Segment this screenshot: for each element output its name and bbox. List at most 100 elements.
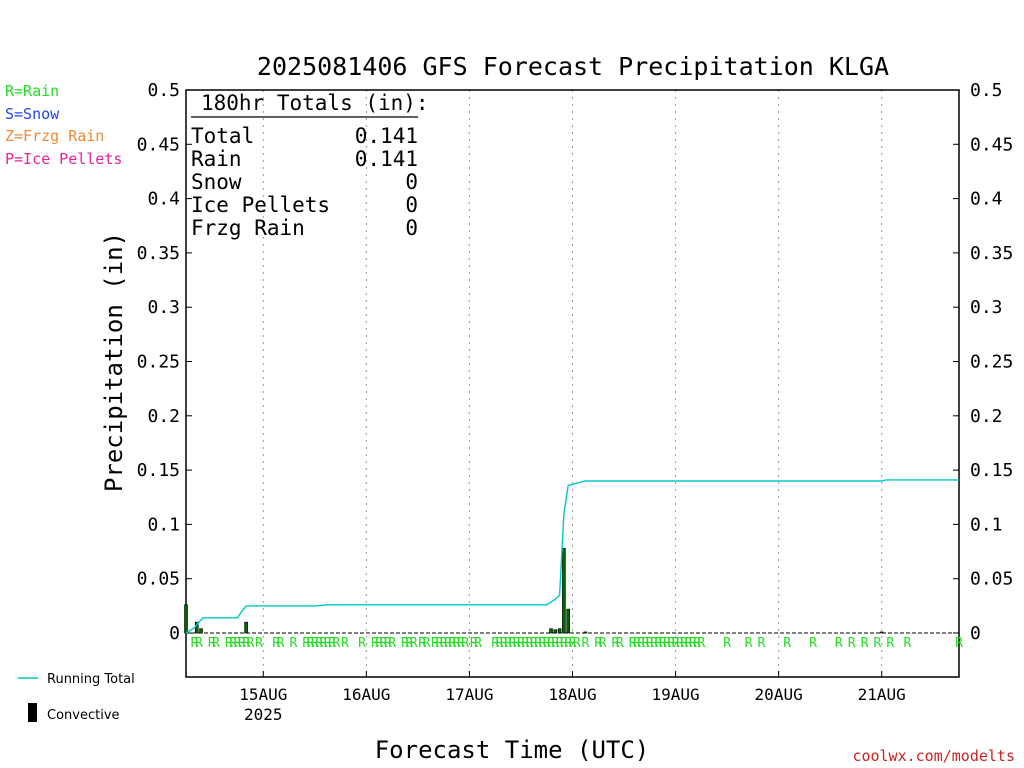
ptype-marker-rain: R [191, 636, 199, 651]
y-tick-label-left: 0.25 [137, 352, 180, 373]
ptype-marker-rain: R [809, 636, 817, 651]
ptype-marker-rain: R [697, 636, 705, 651]
ptype-marker-rain: R [659, 636, 667, 651]
convective-bar [184, 604, 188, 634]
x-tick-label: 20AUG [755, 685, 803, 704]
ptype-marker-rain: R [388, 636, 396, 651]
ptype-marker-rain: R [461, 636, 469, 651]
ptype-marker-rain: R [229, 636, 237, 651]
ptype-marker-rain: R [560, 636, 568, 651]
running-total-line [185, 479, 959, 634]
ptype-marker-rain: R [758, 636, 766, 651]
x-tick-label: 19AUG [651, 685, 699, 704]
convective-bar [557, 628, 562, 634]
ptype-marker-rain: R [341, 636, 349, 651]
legend-ice-pellets: P=Ice Pellets [5, 150, 122, 168]
ptype-marker-rain: R [637, 636, 645, 651]
ptype-marker-rain: R [676, 636, 684, 651]
ptype-marker-rain: R [650, 636, 658, 651]
grid [262, 90, 883, 677]
ptype-marker-rain: R [573, 636, 581, 651]
ptype-marker-rain: R [431, 636, 439, 651]
y-tick-label-right: 0.3 [970, 297, 1003, 318]
y-tick-label-left: 0.45 [137, 134, 180, 155]
totals-row-label: Frzg Rain [191, 216, 305, 240]
x-tick-label: 15AUG [239, 685, 287, 704]
y-tick-label-right: 0.1 [970, 514, 1003, 535]
ptype-marker-rain: R [212, 636, 220, 651]
y-tick-label-left: 0.5 [147, 80, 180, 101]
ptype-marker-rain: R [848, 636, 856, 651]
ptype-marker-rain: R [599, 636, 607, 651]
x-tick-label: 17AUG [445, 685, 493, 704]
ptype-marker-rain: R [315, 636, 323, 651]
y-tick-label-left: 0.15 [137, 460, 180, 481]
ptype-marker-rain: R [646, 636, 654, 651]
y-axis-ticks: 0 00.05 0.050.1 0.10.15 0.150.2 0.20.25 0.250.… [137, 80, 1014, 644]
totals-row-value: 0.141 [355, 124, 418, 148]
ptype-marker-rain: R [955, 636, 963, 651]
ptype-marker-rain: R [440, 636, 448, 651]
ptype-marker-rain: R [307, 636, 315, 651]
ptype-marker-rain: R [423, 636, 431, 651]
ptype-marker-rain: R [629, 636, 637, 651]
y-tick-label-right: 0 [970, 623, 981, 644]
ptype-marker-rain: R [195, 636, 203, 651]
running-total-series [185, 479, 959, 634]
ptype-marker-rain: R [680, 636, 688, 651]
ptype-marker-rain: R [654, 636, 662, 651]
ptype-marker-rain: R [247, 636, 255, 651]
totals-box: 180hr Totals (in): Total 0.141 Rain 0.141 Sn… [191, 91, 429, 240]
ptype-marker-rain: R [234, 636, 242, 651]
ptype-marker-rain: R [418, 636, 426, 651]
convective-bar [562, 547, 566, 634]
chart-title: 2025081406 GFS Forecast Precipitation KL… [257, 52, 889, 81]
ptype-marker-rain: R [289, 636, 297, 651]
ptype-marker-rain: R [642, 636, 650, 651]
y-tick-label-left: 0.05 [137, 569, 180, 590]
ptype-marker-rain: R [513, 636, 521, 651]
y-tick-label-right: 0.5 [970, 80, 1003, 101]
y-tick-label-left: 0.1 [147, 514, 180, 535]
convective-bar [566, 608, 571, 634]
y-tick-label-left: 0.2 [147, 406, 180, 427]
y-tick-label-right: 0.45 [970, 134, 1013, 155]
ptype-marker-rain: R [861, 636, 869, 651]
y-tick-label-left: 0.35 [137, 243, 180, 264]
ptype-marker-rain: R [238, 636, 246, 651]
ptype-marker-rain: R [242, 636, 250, 651]
ptype-marker-rain: R [783, 636, 791, 651]
ptype-marker-rain: R [474, 636, 482, 651]
convective-legend-label: Convective [47, 708, 120, 723]
legend-frzg-rain: Z=Frzg Rain [5, 127, 104, 145]
convective-bar [199, 628, 203, 634]
convective-bar [583, 631, 588, 634]
totals-row-label: Ice Pellets [191, 193, 330, 217]
ptype-marker-rain: R [302, 636, 310, 651]
ptype-marker-rain: R [672, 636, 680, 651]
totals-heading: 180hr Totals (in): [201, 91, 429, 115]
x-tick-label: 21AUG [858, 685, 906, 704]
x-axis-label: Forecast Time (UTC) [375, 736, 650, 764]
y-tick-label-right: 0.2 [970, 406, 1003, 427]
ptype-marker-rain: R [324, 636, 332, 651]
ptype-marker-rain: R [886, 636, 894, 651]
totals-row-label: Snow [191, 170, 242, 194]
ptype-marker-rain: R [500, 636, 508, 651]
y-tick-label-left: 0 [169, 623, 180, 644]
ptype-legend: R=Rain S=Snow Z=Frzg Rain P=Ice Pellets [5, 82, 122, 168]
ptype-marker-rain: R [633, 636, 641, 651]
ptype-marker-rain: R [470, 636, 478, 651]
y-tick-label-right: 0.25 [970, 352, 1013, 373]
totals-row-label: Total [191, 124, 254, 148]
ptype-marker-rain: R [551, 636, 559, 651]
ptype-marker-rain: R [380, 636, 388, 651]
running-total-legend-label: Running Total [47, 672, 135, 687]
totals-row-value: 0.141 [355, 147, 418, 171]
y-tick-label-right: 0.35 [970, 243, 1013, 264]
ptype-marker-rain: R [526, 636, 534, 651]
ptype-marker-rain: R [457, 636, 465, 651]
y-axis-label: Precipitation (in) [100, 232, 128, 492]
ptype-marker-rain: R [581, 636, 589, 651]
